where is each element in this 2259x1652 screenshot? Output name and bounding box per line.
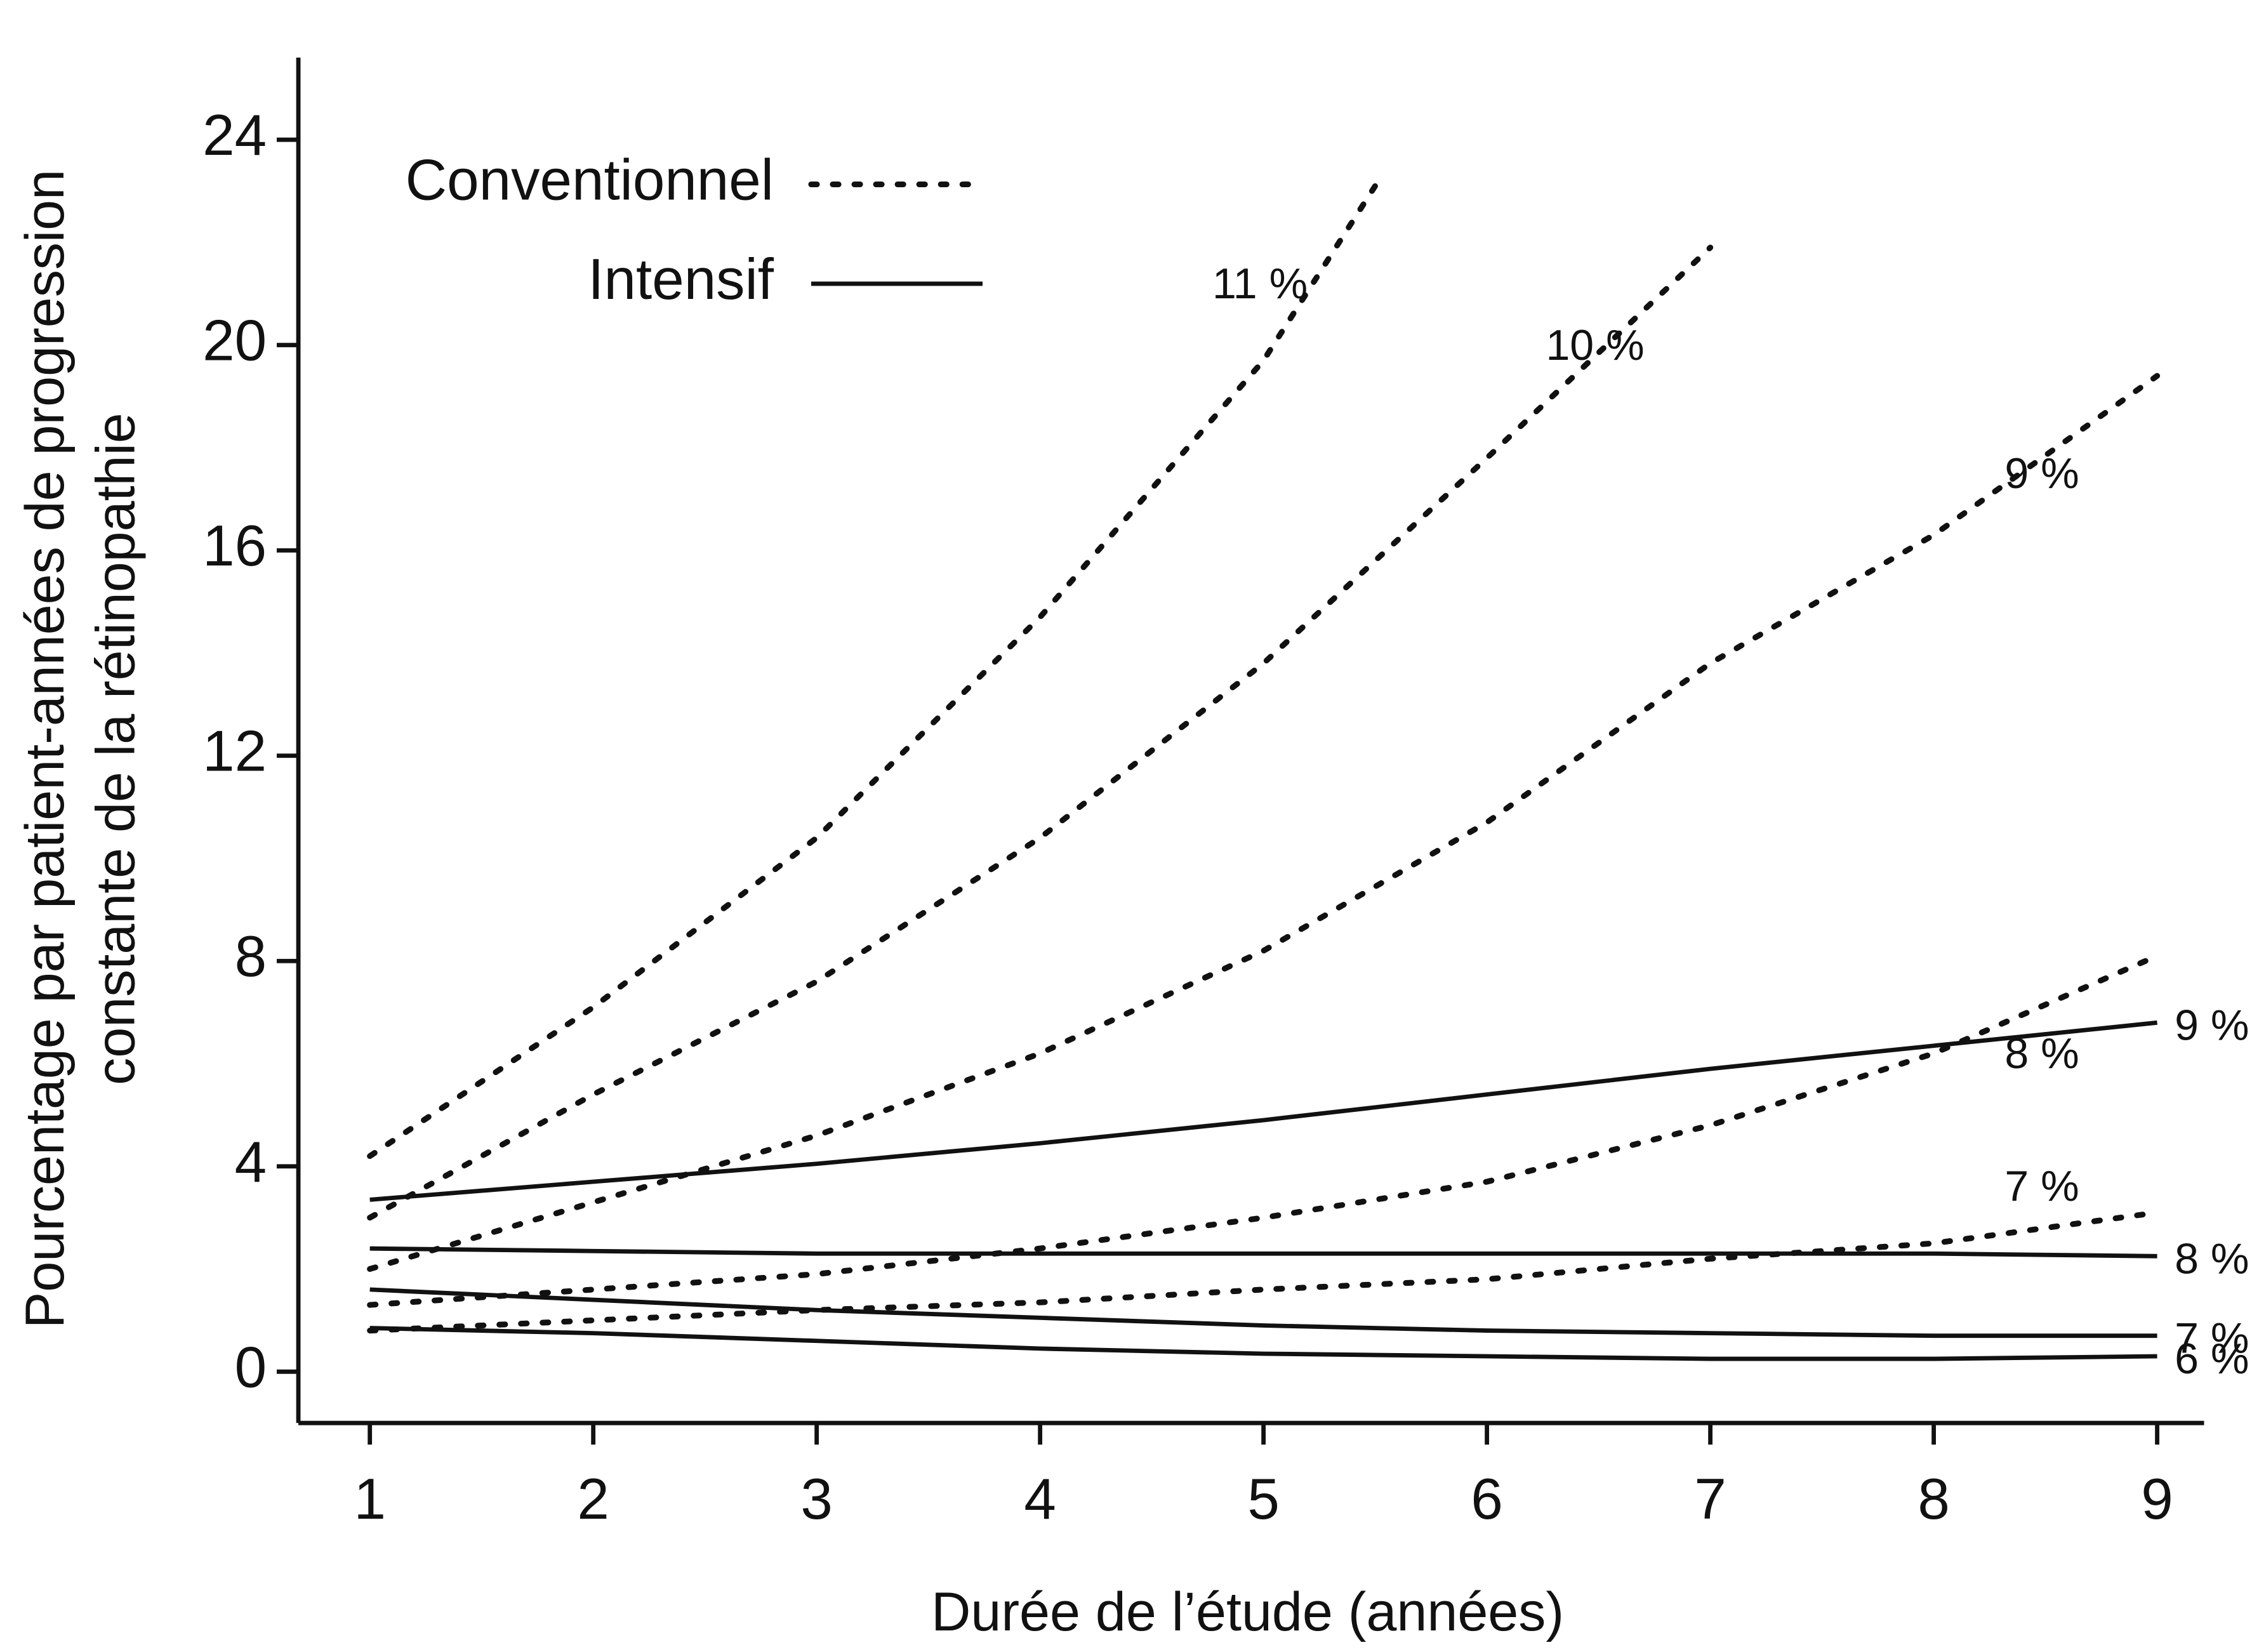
series-line xyxy=(369,1326,2157,1361)
series-label: 10 % xyxy=(1546,321,1644,369)
legend-label: Intensif xyxy=(588,248,774,312)
x-tick-label: 4 xyxy=(1024,1467,1056,1531)
series-label: 6 % xyxy=(2175,1335,2249,1383)
x-axis-title: Durée de l’étude (années) xyxy=(931,1582,1564,1642)
y-tick-label: 20 xyxy=(202,309,267,373)
x-tick-label: 5 xyxy=(1247,1467,1279,1531)
series-line xyxy=(369,1020,2157,1202)
y-tick-label: 4 xyxy=(235,1130,267,1194)
x-tick-label: 9 xyxy=(2141,1467,2173,1531)
x-tick-label: 8 xyxy=(1918,1467,1949,1531)
series-line xyxy=(367,183,1379,1160)
series-line xyxy=(367,953,2161,1308)
y-axis-title-line: Pourcentage par patient-années de progre… xyxy=(15,169,76,1328)
y-tick-label: 8 xyxy=(235,925,267,989)
x-tick-label: 1 xyxy=(354,1467,385,1531)
series-label: 8 % xyxy=(2175,1234,2249,1283)
series-line xyxy=(367,373,2161,1272)
y-axis-title-line: constante de la rétinopathie xyxy=(85,413,146,1085)
y-tick-label: 24 xyxy=(202,103,267,168)
y-tick-label: 12 xyxy=(202,720,267,784)
series-label: 9 % xyxy=(2004,449,2079,498)
series-label: 11 % xyxy=(1212,260,1308,308)
series-line xyxy=(369,1287,2157,1338)
series-line xyxy=(367,244,1714,1221)
legend-label: Conventionnel xyxy=(406,148,774,212)
y-tick-label: 16 xyxy=(202,514,267,578)
x-tick-label: 2 xyxy=(577,1467,609,1531)
x-tick-label: 3 xyxy=(800,1467,832,1531)
x-tick-label: 7 xyxy=(1694,1467,1726,1531)
y-axis-title: Pourcentage par patient-années de progre… xyxy=(15,169,146,1328)
series-label: 7 % xyxy=(2175,1314,2249,1363)
y-tick-label: 0 xyxy=(235,1335,267,1399)
series-label: 9 % xyxy=(2175,1001,2249,1049)
series-line xyxy=(367,1210,2161,1334)
series-line xyxy=(369,1246,2157,1259)
series-label: 7 % xyxy=(2004,1162,2079,1210)
x-tick-label: 6 xyxy=(1471,1467,1502,1531)
